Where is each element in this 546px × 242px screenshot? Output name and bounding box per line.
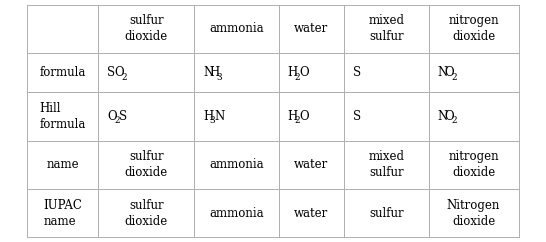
Text: 2: 2 <box>294 116 300 125</box>
Text: ammonia: ammonia <box>209 22 264 35</box>
Text: O: O <box>444 66 454 79</box>
Text: nitrogen
dioxide: nitrogen dioxide <box>448 150 499 179</box>
Text: N: N <box>437 66 448 79</box>
Text: ammonia: ammonia <box>209 207 264 220</box>
Text: sulfur
dioxide: sulfur dioxide <box>124 14 168 43</box>
Text: O: O <box>299 110 309 123</box>
Text: water: water <box>294 158 328 171</box>
Text: sulfur
dioxide: sulfur dioxide <box>124 199 168 228</box>
Text: S: S <box>353 66 361 79</box>
Text: H: H <box>203 110 213 123</box>
Text: formula: formula <box>40 66 86 79</box>
Text: O: O <box>108 110 117 123</box>
Text: H: H <box>288 110 298 123</box>
Text: N: N <box>215 110 225 123</box>
Text: water: water <box>294 22 328 35</box>
Text: sulfur
dioxide: sulfur dioxide <box>124 150 168 179</box>
Text: IUPAC
name: IUPAC name <box>44 199 82 228</box>
Text: 2: 2 <box>451 116 456 125</box>
Text: 2: 2 <box>294 73 300 82</box>
Text: Nitrogen
dioxide: Nitrogen dioxide <box>447 199 500 228</box>
Text: Hill
formula: Hill formula <box>40 102 86 131</box>
Text: 2: 2 <box>114 116 120 125</box>
Text: O: O <box>444 110 454 123</box>
Text: sulfur: sulfur <box>369 207 403 220</box>
Text: mixed
sulfur: mixed sulfur <box>368 150 404 179</box>
Text: mixed
sulfur: mixed sulfur <box>368 14 404 43</box>
Text: nitrogen
dioxide: nitrogen dioxide <box>448 14 499 43</box>
Text: H: H <box>210 66 220 79</box>
Text: O: O <box>299 66 309 79</box>
Text: N: N <box>437 110 448 123</box>
Text: water: water <box>294 207 328 220</box>
Text: 3: 3 <box>217 73 222 82</box>
Text: S: S <box>353 110 361 123</box>
Text: O: O <box>114 66 124 79</box>
Text: 3: 3 <box>210 116 216 125</box>
Text: 2: 2 <box>451 73 456 82</box>
Text: 2: 2 <box>121 73 127 82</box>
Text: S: S <box>119 110 127 123</box>
Text: H: H <box>288 66 298 79</box>
Text: S: S <box>108 66 116 79</box>
Text: name: name <box>47 158 79 171</box>
Text: ammonia: ammonia <box>209 158 264 171</box>
Text: N: N <box>203 66 213 79</box>
